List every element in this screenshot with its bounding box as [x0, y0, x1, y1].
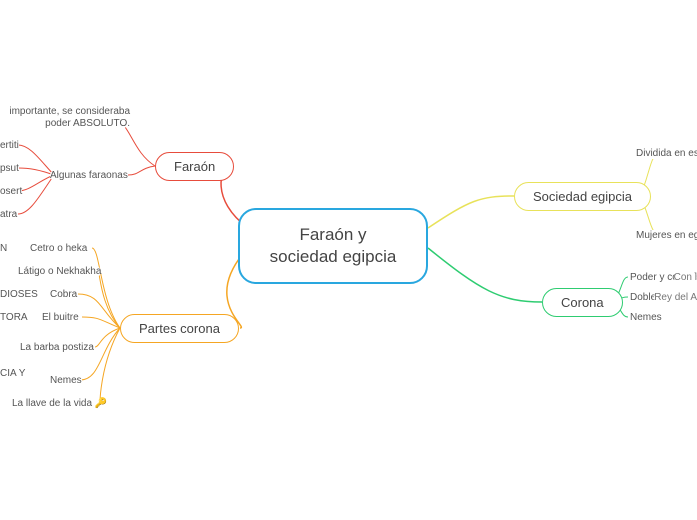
leaf-faraon-importante: importante, se consideraba poder ABSOLUT…: [0, 106, 130, 130]
leaf-sociedad-1: Mujeres en egipto: [636, 230, 697, 241]
branch-partes-corona[interactable]: Partes corona: [120, 314, 239, 343]
leaf-partes-3p: TORA: [0, 312, 28, 323]
branch-faraon[interactable]: Faraón: [155, 152, 234, 181]
leaf-partes-0p: N: [0, 243, 7, 254]
leaf-corona-1-suffix-clipped: Rey del A: [654, 292, 697, 303]
leaf-partes-5: Nemes: [50, 375, 82, 386]
leaf-partes-1: Látigo o Nekhakha: [18, 266, 101, 277]
leaf-corona-2: Nemes: [630, 312, 662, 323]
leaf-partes-3: El buitre: [42, 312, 79, 323]
leaf-faraon-algunas: Algunas faraonas: [50, 170, 128, 181]
leaf-partes-6: La llave de la vida 🔑: [12, 398, 107, 409]
root-node[interactable]: Faraón y sociedad egipcia: [238, 208, 428, 284]
branch-corona[interactable]: Corona: [542, 288, 623, 317]
leaf-partes-0: Cetro o heka: [30, 243, 87, 254]
leaf-faraon-sub-3: atra: [0, 209, 17, 220]
leaf-partes-5p: CIA Y: [0, 368, 25, 379]
leaf-partes-4: La barba postiza: [20, 342, 94, 353]
leaf-faraon-sub-1: psut: [0, 163, 19, 174]
leaf-faraon-sub-0: ertiti: [0, 140, 19, 151]
leaf-sociedad-0: Dividida en escra: [636, 148, 697, 159]
leaf-partes-2p: DIOSES: [0, 289, 38, 300]
leaf-partes-2: Cobra: [50, 289, 77, 300]
leaf-corona-0-suffix-clipped: Con l: [674, 272, 697, 283]
branch-sociedad[interactable]: Sociedad egipcia: [514, 182, 651, 211]
leaf-faraon-sub-2: osert: [0, 186, 22, 197]
